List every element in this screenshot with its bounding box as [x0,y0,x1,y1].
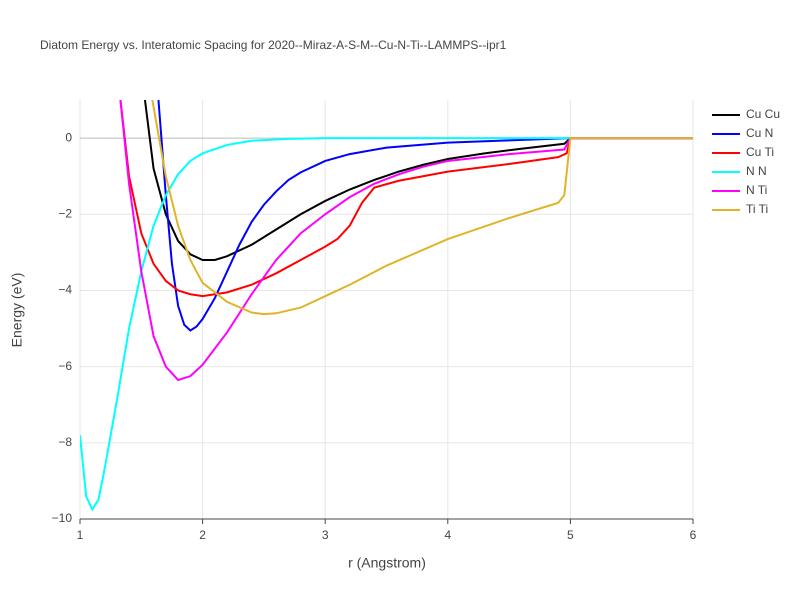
series-line [143,100,693,261]
legend-label: Cu Cu [746,107,780,121]
legend: Cu Cu Cu N Cu Ti N N N Ti Ti Ti [712,107,780,216]
y-axis-title: Energy (eV) [9,273,25,348]
plot-area [80,100,693,512]
series-line [151,100,693,316]
y-tick-label: −2 [58,206,72,220]
legend-label: Cu N [746,126,773,140]
legend-label: Ti Ti [746,202,768,216]
x-tick-label: 3 [322,528,329,542]
y-tick-label: −4 [58,283,72,297]
legend-label: Cu Ti [746,145,774,159]
x-tick-label: 1 [77,528,84,542]
chart-title: Diatom Energy vs. Interatomic Spacing fo… [40,38,507,52]
y-tick-label: −6 [58,359,72,373]
x-tick-label: 4 [444,528,451,542]
x-tick-label: 5 [567,528,574,542]
series-line [119,100,693,298]
series-line [80,137,693,512]
series-line [119,100,693,382]
series-line [157,100,693,332]
y-tick-label: −8 [58,435,72,449]
x-axis-title: r (Angstrom) [348,555,426,571]
x-tick-label: 6 [690,528,697,542]
x-tick-label: 2 [199,528,206,542]
grid: 1 2 3 4 5 6 −10 −8 −6 −4 −2 0 [52,100,697,542]
legend-label: N Ti [746,183,767,197]
y-tick-label: −10 [52,511,73,525]
y-tick-label: 0 [65,130,72,144]
legend-label: N N [746,164,767,178]
